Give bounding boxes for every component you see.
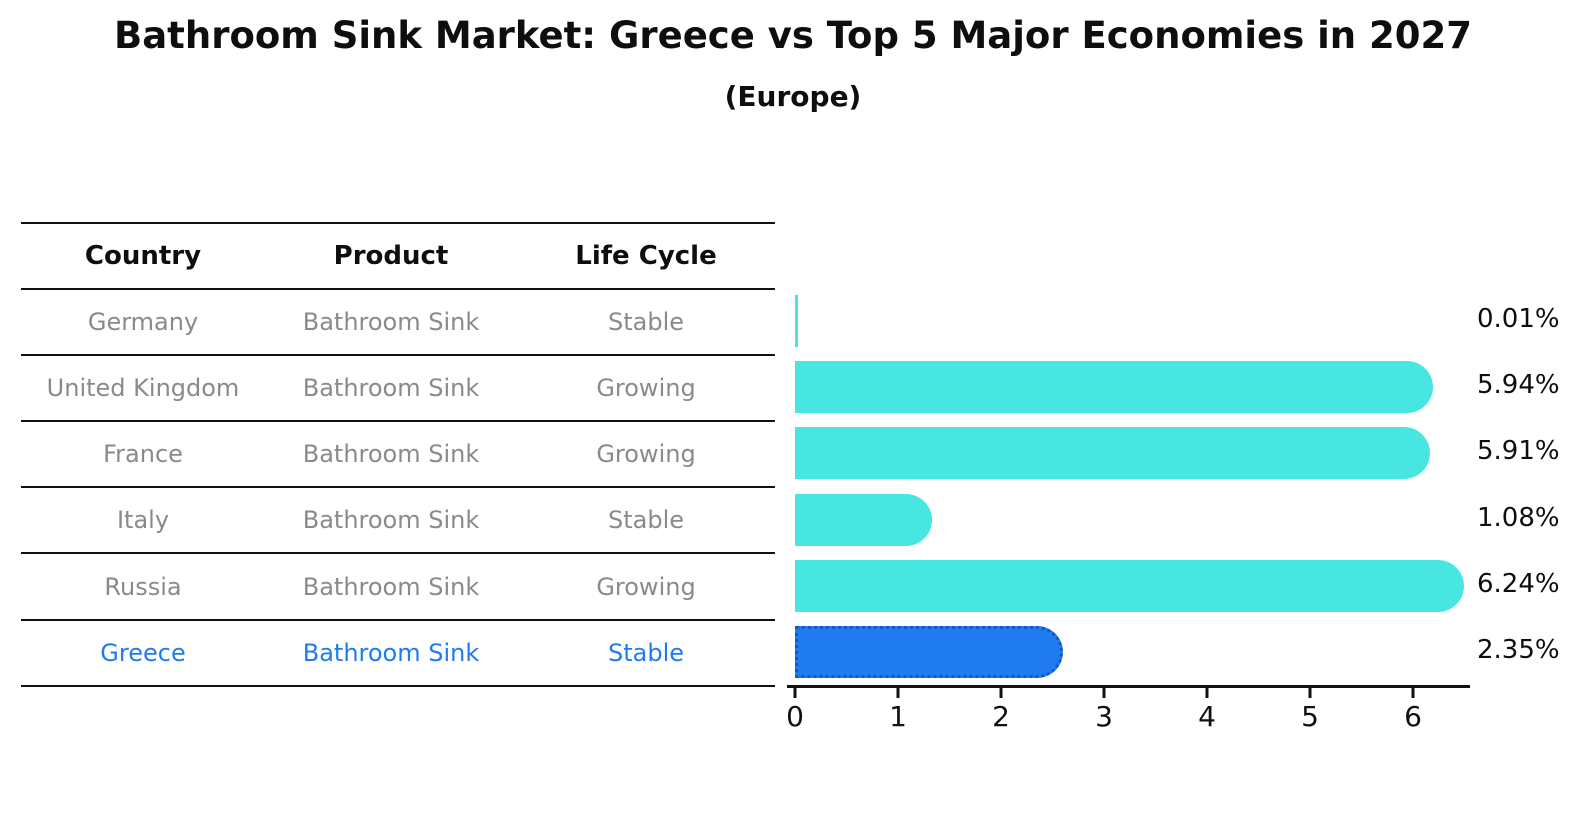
column-header-country: Country bbox=[84, 241, 202, 272]
column-header-life-cycle: Life Cycle bbox=[575, 241, 717, 272]
bar-italy bbox=[795, 493, 933, 546]
table-row: Germany Bathroom Sink Stable bbox=[21, 290, 775, 357]
chart-subtitle: (Europe) bbox=[724, 80, 862, 113]
cell-country: Russia bbox=[104, 572, 182, 601]
cell-product: Bathroom Sink bbox=[302, 440, 480, 469]
value-label: 1.08% bbox=[1477, 502, 1560, 533]
cell-country: Germany bbox=[87, 308, 199, 337]
cell-product: Bathroom Sink bbox=[302, 638, 480, 667]
bar-united-kingdom bbox=[795, 361, 1433, 414]
cell-life-cycle: Growing bbox=[596, 440, 696, 469]
chart-title: Bathroom Sink Market: Greece vs Top 5 Ma… bbox=[114, 14, 1472, 57]
cell-product: Bathroom Sink bbox=[302, 308, 480, 337]
cell-country: United Kingdom bbox=[46, 374, 240, 403]
cell-product: Bathroom Sink bbox=[302, 506, 480, 535]
x-tick bbox=[999, 688, 1003, 698]
cell-product: Bathroom Sink bbox=[302, 572, 480, 601]
cell-life-cycle: Stable bbox=[607, 638, 685, 667]
cell-life-cycle: Growing bbox=[596, 572, 696, 601]
cell-life-cycle: Growing bbox=[596, 374, 696, 403]
cell-life-cycle: Stable bbox=[607, 308, 685, 337]
x-tick bbox=[1411, 688, 1415, 698]
value-label: 5.91% bbox=[1477, 436, 1560, 467]
value-label: 5.94% bbox=[1477, 370, 1560, 401]
table-row: United Kingdom Bathroom Sink Growing bbox=[21, 356, 775, 423]
bar-germany bbox=[795, 295, 798, 348]
x-tick bbox=[1205, 688, 1209, 698]
value-label: 0.01% bbox=[1477, 304, 1560, 335]
value-label: 2.35% bbox=[1477, 634, 1560, 665]
x-tick-label: 3 bbox=[1095, 700, 1113, 733]
bar-france bbox=[795, 427, 1430, 480]
x-axis-line bbox=[787, 685, 1470, 688]
country-table: Country Product Life Cycle Germany Bathr… bbox=[21, 222, 775, 687]
cell-life-cycle: Stable bbox=[607, 506, 685, 535]
x-tick bbox=[1102, 688, 1106, 698]
x-tick bbox=[896, 688, 900, 698]
x-tick-label: 6 bbox=[1404, 700, 1422, 733]
column-header-product: Product bbox=[333, 241, 449, 272]
bar-greece bbox=[795, 625, 1064, 678]
cell-country: Greece bbox=[100, 638, 186, 667]
table-row: Italy Bathroom Sink Stable bbox=[21, 488, 775, 555]
table-header-row: Country Product Life Cycle bbox=[21, 224, 775, 291]
cell-country: Italy bbox=[116, 506, 170, 535]
x-tick bbox=[1308, 688, 1312, 698]
x-tick-label: 1 bbox=[889, 700, 907, 733]
table-row-greece: Greece Bathroom Sink Stable bbox=[21, 621, 775, 687]
x-tick-label: 5 bbox=[1301, 700, 1319, 733]
x-tick-label: 4 bbox=[1198, 700, 1216, 733]
table-row: Russia Bathroom Sink Growing bbox=[21, 554, 775, 621]
x-tick bbox=[793, 688, 797, 698]
cell-product: Bathroom Sink bbox=[302, 374, 480, 403]
cell-country: France bbox=[103, 440, 183, 469]
value-label: 6.24% bbox=[1477, 568, 1560, 599]
x-tick-label: 0 bbox=[786, 700, 804, 733]
bar-russia bbox=[795, 559, 1464, 612]
table-row: France Bathroom Sink Growing bbox=[21, 422, 775, 489]
x-tick-label: 2 bbox=[992, 700, 1010, 733]
